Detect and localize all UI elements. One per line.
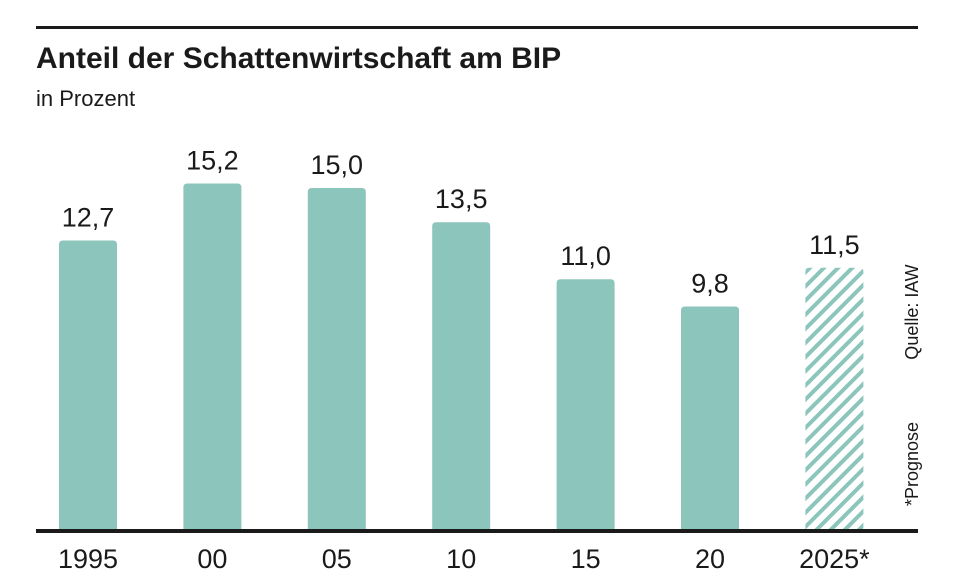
bar [307,188,366,530]
chart-subtitle: in Prozent [36,86,135,111]
value-label: 12,7 [62,202,115,232]
bar [59,240,117,530]
x-tick-label: 20 [695,544,725,574]
footnote: *Prognose [902,422,922,506]
bar [556,279,615,530]
top-rule [36,26,918,29]
x-tick-label: 2025* [799,544,870,574]
x-tick-label: 10 [446,544,476,574]
baseline [36,529,918,533]
bar [183,183,242,530]
bar [681,306,739,530]
value-label: 11,0 [560,241,611,271]
value-label: 15,2 [186,145,239,175]
bar [432,222,491,530]
value-label: 9,8 [691,269,729,299]
value-label: 13,5 [435,184,488,214]
chart-title: Anteil der Schattenwirtschaft am BIP [36,42,561,75]
x-tick-label: 1995 [58,544,118,574]
x-tick-label: 15 [571,544,601,574]
x-tick-label: 05 [322,544,352,574]
value-label: 11,5 [809,230,860,260]
x-tick-label: 00 [197,544,227,574]
value-label: 15,0 [311,150,364,180]
bar [805,267,864,530]
source: Quelle: IAW [902,264,922,359]
